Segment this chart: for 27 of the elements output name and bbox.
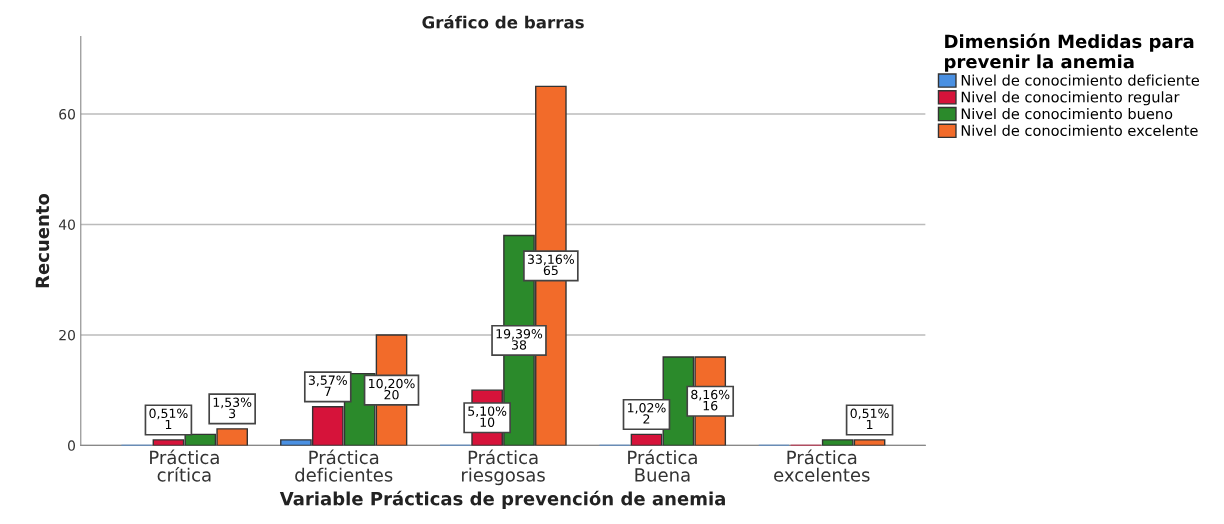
y-tick-label: 40 (58, 219, 75, 230)
data-label: 10,20% 20 (369, 378, 415, 400)
x-tick-label: Práctica Buena (628, 449, 697, 482)
data-label: 19,39% 38 (496, 329, 543, 350)
data-label: 5,10% 10 (468, 406, 507, 427)
legend-label: Nivel de conocimiento regular (961, 91, 1180, 106)
data-label: 33,16% 65 (527, 254, 575, 276)
y-tick-label: 20 (59, 329, 75, 341)
legend-label: Nivel de conocimiento excelente (961, 124, 1198, 137)
y-axis-title: Recuento (35, 193, 50, 288)
x-tick-label: Práctica deficientes (295, 449, 393, 482)
legend-title: Dimensión Medidas para prevenir la anemia (945, 33, 1194, 72)
legend-label: Nivel de conocimiento bueno (961, 107, 1173, 120)
data-label: 0,51% 1 (850, 408, 889, 430)
legend-label: Nivel de conocimiento deficiente (961, 74, 1199, 86)
data-label: 0,51% 1 (149, 408, 188, 430)
chart-title: Gráfico de barras (422, 15, 584, 29)
data-label: 1,02% 2 (628, 403, 666, 424)
x-tick-label: Práctica riesgosas (462, 449, 545, 486)
x-tick-label: Práctica crítica (150, 449, 219, 482)
x-tick-label: Práctica excelentes (774, 449, 870, 482)
x-axis-title: Variable Prácticas de prevención de anemia (279, 490, 725, 509)
data-label: 1,53% 3 (213, 397, 252, 419)
y-tick-label: 60 (59, 108, 75, 120)
data-label: 8,16% 16 (691, 389, 730, 411)
y-tick-label: 0 (68, 440, 75, 451)
data-label: 3,57% 7 (308, 375, 347, 396)
